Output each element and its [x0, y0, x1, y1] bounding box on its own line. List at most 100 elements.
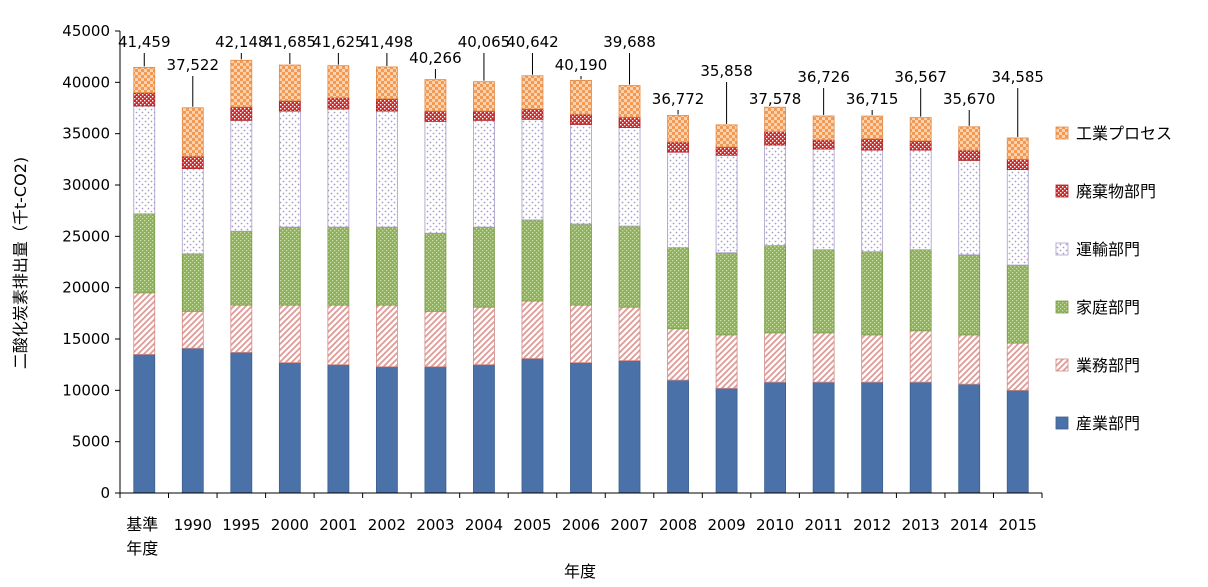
x-tick-label: 2003	[416, 516, 454, 534]
bar-segment	[133, 213, 156, 294]
x-tick-label: 2002	[368, 516, 406, 534]
bar-segment	[521, 118, 544, 221]
bar-segment	[618, 116, 641, 128]
y-tick-label: 35000	[62, 125, 110, 143]
x-tick-label: 年度	[126, 539, 158, 558]
bar-segment	[909, 249, 932, 332]
bar-segment	[473, 364, 495, 494]
bar-segment	[278, 304, 301, 364]
y-tick-label: 10000	[62, 381, 110, 399]
legend-swatch	[1055, 300, 1069, 314]
bar-segment	[958, 149, 981, 161]
bar-segment	[424, 110, 447, 122]
total-label: 36,715	[846, 90, 899, 108]
x-tick-label: 2005	[513, 516, 551, 534]
bar-segment	[278, 100, 301, 112]
bar-segment	[570, 79, 592, 115]
bar-segment	[667, 141, 689, 153]
bar-segment	[473, 306, 495, 366]
bar-segment	[375, 66, 398, 100]
total-label: 40,065	[458, 33, 511, 51]
total-label: 36,772	[652, 90, 705, 108]
x-tick-label: 2013	[902, 516, 940, 534]
bar-segment	[424, 232, 447, 312]
bar-segment	[278, 362, 301, 494]
bar-segment	[375, 98, 398, 112]
bar-segment	[278, 64, 301, 102]
bar-segment	[181, 253, 204, 312]
x-tick-label: 1995	[222, 516, 260, 534]
x-tick-label: 2004	[465, 516, 503, 534]
bar-segment	[958, 383, 981, 494]
legend-swatch	[1055, 358, 1069, 372]
total-label: 37,578	[749, 90, 802, 108]
bar-segment	[327, 304, 350, 366]
total-label: 39,688	[603, 33, 656, 51]
legend-label: 家庭部門	[1076, 298, 1140, 317]
bar-segment	[667, 328, 689, 381]
bar-segment	[667, 379, 689, 494]
bar-segment	[958, 159, 981, 256]
bar-segment	[618, 306, 641, 361]
bar-segment	[181, 310, 204, 349]
bar-segment	[327, 65, 350, 99]
y-tick-label: 0	[100, 484, 110, 502]
bar-segment	[958, 126, 981, 151]
bar-segment	[861, 138, 884, 151]
bar-segment	[570, 304, 592, 364]
x-tick-label: 2007	[610, 516, 648, 534]
legend-label: 業務部門	[1076, 356, 1140, 375]
bar-segment	[667, 151, 689, 249]
legend-swatch	[1055, 126, 1069, 140]
y-tick-label: 40000	[62, 73, 110, 91]
bar-segment	[570, 113, 592, 125]
bar-segment	[424, 120, 447, 234]
total-label: 40,266	[409, 49, 462, 67]
bar-segment	[521, 108, 544, 120]
total-labels: 41,459 37,522 42,14841,68541,62541,49840,2…	[118, 33, 1044, 137]
x-tick-label: 2006	[562, 516, 600, 534]
bar-segment	[1006, 158, 1029, 170]
y-tick-label: 25000	[62, 227, 110, 245]
bar-segment	[230, 230, 253, 306]
bar-segment	[570, 124, 592, 225]
total-label: 41,625	[312, 33, 365, 51]
legend-label: 産業部門	[1076, 414, 1140, 433]
x-tick-label: 2014	[950, 516, 988, 534]
bar-segment	[133, 66, 156, 93]
bar-segment	[230, 106, 253, 121]
bar-segment	[521, 219, 544, 302]
bar-segment	[1006, 169, 1029, 266]
bar-segment	[812, 115, 835, 141]
bar-segment	[909, 140, 932, 151]
total-label: 34,585	[991, 68, 1044, 86]
total-label: 35,670	[943, 90, 996, 108]
bar-segment	[181, 168, 204, 255]
bar-segment	[861, 334, 884, 383]
bar-segment	[909, 330, 932, 383]
bar-segment	[812, 381, 835, 494]
x-tick-label: 2012	[853, 516, 891, 534]
bar-segment	[327, 226, 350, 306]
bar-segment	[812, 139, 835, 150]
bar-segment	[473, 81, 495, 112]
total-label: 41,459	[118, 33, 171, 51]
bar-segment	[958, 254, 981, 336]
bar-segment	[764, 332, 787, 383]
bar-segment	[715, 334, 738, 389]
bar-segment	[375, 226, 398, 306]
bar-segment	[909, 117, 932, 142]
bar-segment	[715, 124, 738, 148]
bar-segment	[375, 110, 398, 228]
y-axis: 0 5000 10000 15000 20000 25000 30000 35000 40000…	[62, 22, 121, 502]
bar-segment	[521, 75, 544, 110]
bar-segment	[181, 107, 204, 157]
total-label: 37,522	[167, 56, 220, 74]
x-tick-label: 基準	[126, 515, 158, 534]
x-tick-label: 2000	[271, 516, 309, 534]
x-tick-label: 2001	[319, 516, 357, 534]
bar-segment	[618, 225, 641, 308]
y-tick-label: 30000	[62, 176, 110, 194]
